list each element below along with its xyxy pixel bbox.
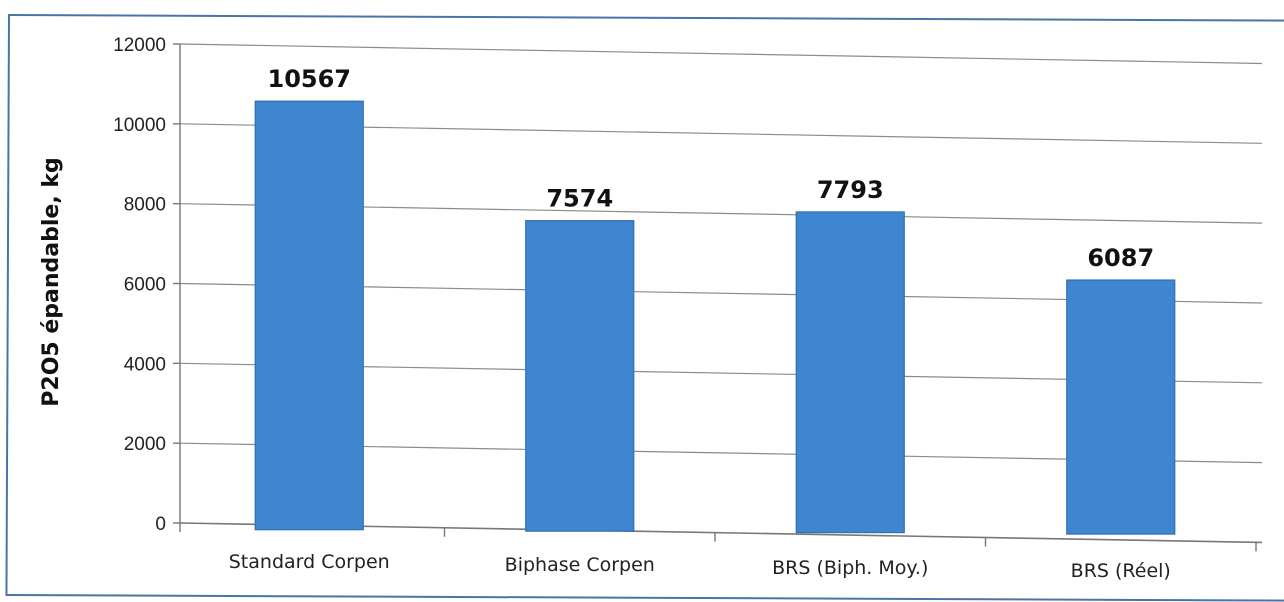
data-labels: 10567 7574 7793 6087 (268, 65, 1155, 272)
x-axis: Standard Corpen Biphase Corpen BRS (Biph. … (179, 523, 1257, 582)
y-tick-label: 8000 (124, 195, 166, 216)
y-tick-label: 6000 (124, 275, 166, 296)
category-label: BRS (Réel) (1071, 560, 1171, 582)
category-label: BRS (Biph. Moy.) (772, 557, 928, 579)
category-label: Biphase Corpen (505, 554, 655, 576)
data-label: 7574 (546, 185, 613, 213)
y-tick-label: 2000 (124, 434, 166, 455)
bar (525, 220, 635, 532)
bars (254, 100, 1176, 535)
data-label: 6087 (1087, 244, 1154, 272)
y-tick-label: 10000 (113, 115, 166, 136)
bar (1066, 279, 1176, 535)
data-label: 10567 (268, 65, 352, 93)
y-tick-label: 0 (155, 514, 166, 535)
y-axis-title: P2O5 épandable, kg (39, 157, 64, 406)
y-tick-label: 4000 (124, 354, 166, 375)
y-axis-ticks: 0 2000 4000 6000 8000 10000 12000 (113, 35, 181, 535)
gridline (179, 43, 1263, 65)
data-label: 7793 (817, 176, 884, 204)
category-label: Standard Corpen (229, 551, 390, 573)
bar (254, 100, 364, 531)
y-tick-label: 12000 (113, 35, 166, 56)
bar (795, 211, 905, 534)
